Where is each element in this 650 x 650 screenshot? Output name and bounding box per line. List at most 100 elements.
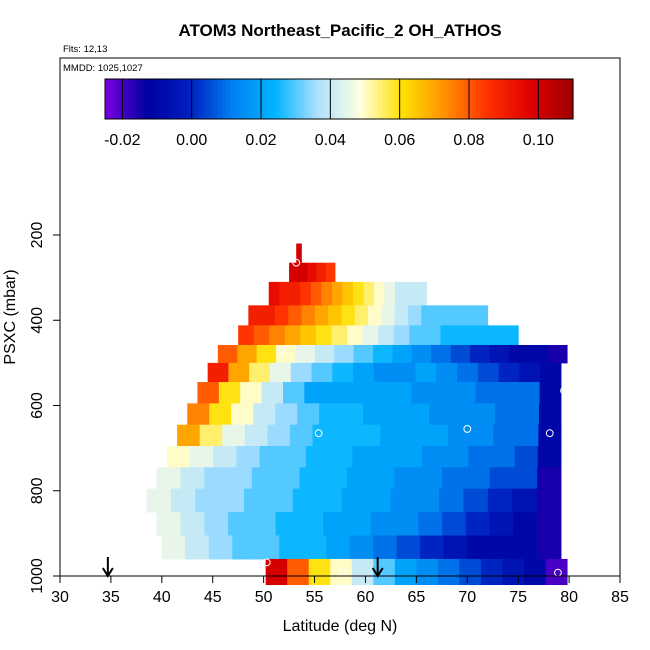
colorbar-swatch <box>194 79 200 119</box>
heatmap-cell <box>353 362 375 383</box>
heatmap-cell <box>326 535 351 560</box>
heatmap-cell <box>477 362 500 383</box>
heatmap-cell <box>346 512 372 536</box>
heatmap-cell <box>418 512 443 536</box>
heatmap-cell <box>547 344 568 364</box>
colorbar-swatch <box>541 79 547 119</box>
heatmap-cell <box>251 512 277 536</box>
colorbar-swatch <box>534 79 539 119</box>
heatmap-cell <box>465 467 491 490</box>
y-tick-label: 1000 <box>29 558 46 594</box>
colorbar-swatch <box>518 79 523 119</box>
sample-point <box>262 558 271 567</box>
heatmap-cell <box>289 262 299 283</box>
heatmap-cell <box>463 488 489 513</box>
heatmap-cell <box>269 362 292 383</box>
heatmap-cell <box>390 488 416 513</box>
heatmap-cell <box>357 424 381 447</box>
heatmap-cell <box>539 382 562 404</box>
heatmap-cell <box>317 488 343 513</box>
heatmap-cell <box>330 558 353 586</box>
colorbar-swatch <box>565 79 570 119</box>
heatmap-cell <box>537 535 562 560</box>
heatmap-cell <box>434 305 449 326</box>
heatmap-cell <box>228 467 253 490</box>
colorbar-swatch <box>179 79 184 119</box>
heatmap-cell <box>275 512 300 536</box>
heatmap-cell <box>362 325 379 346</box>
heatmap-cell <box>207 362 229 383</box>
heatmap-cell <box>331 325 348 346</box>
heatmap-cell <box>394 305 409 326</box>
heatmap-cell <box>447 305 462 326</box>
heatmap-cell <box>415 362 437 383</box>
heatmap-cell <box>394 467 419 490</box>
colorbar-swatch <box>537 79 543 119</box>
heatmap-cell <box>218 382 241 404</box>
heatmap-cell <box>316 262 327 283</box>
heatmap-cell <box>432 382 455 404</box>
heatmap-cell <box>354 305 369 326</box>
heatmap-cell <box>300 325 317 346</box>
heatmap-cell <box>373 535 398 560</box>
heatmap-cell <box>304 382 327 404</box>
heatmap-cell <box>454 382 476 404</box>
heatmap-cell <box>208 535 233 560</box>
sample-point <box>292 258 301 267</box>
colorbar-swatch <box>159 79 165 119</box>
heatmap-cell <box>156 512 182 536</box>
heatmap-cell <box>421 305 435 326</box>
heatmap-cell <box>536 488 562 513</box>
heatmap-cell <box>251 467 277 490</box>
colorbar-swatch <box>171 79 176 119</box>
y-tick-label: 600 <box>29 392 46 419</box>
colorbar-swatch <box>483 79 488 119</box>
heatmap-cell <box>268 488 294 513</box>
colorbar-swatch <box>151 79 157 119</box>
colorbar-swatch <box>385 79 391 119</box>
heatmap-cell <box>261 305 276 326</box>
colorbar-swatch <box>206 79 211 119</box>
colorbar-swatch <box>452 79 457 119</box>
heatmap-cell <box>300 281 312 306</box>
heatmap-cell <box>347 382 370 404</box>
colorbar-swatch <box>272 79 278 119</box>
heatmap-cell <box>297 403 320 426</box>
heatmap-cell <box>471 325 488 346</box>
x-tick-label: 50 <box>255 589 273 606</box>
heatmap-cell <box>319 403 342 426</box>
heatmap-cell <box>439 488 464 513</box>
heatmap-cell <box>255 535 280 560</box>
colorbar-swatch <box>413 79 418 119</box>
heatmap-cell <box>450 344 471 364</box>
colorbar-tick-label: 0.02 <box>245 132 276 149</box>
colorbar-swatch <box>362 79 367 119</box>
heatmap-cell <box>538 403 562 426</box>
colorbar-swatch <box>370 79 375 119</box>
colorbar-swatch <box>553 79 558 119</box>
heatmap-cell <box>332 362 354 383</box>
colorbar-swatch <box>514 79 519 119</box>
colorbar-swatch <box>288 79 293 119</box>
heatmap-cell <box>414 488 440 513</box>
colorbar-swatch <box>374 79 379 119</box>
heatmap-cell <box>392 344 413 364</box>
colorbar-swatch <box>303 79 309 119</box>
latitude-arrow <box>102 557 114 578</box>
heatmap-cell <box>380 424 404 447</box>
colorbar-swatch <box>315 79 321 119</box>
colorbar-swatch <box>448 79 453 119</box>
colorbar-tick-label: 0.10 <box>523 132 554 149</box>
colorbar-swatch <box>420 79 426 119</box>
x-tick-label: 60 <box>357 589 375 606</box>
heatmap-cell <box>473 403 496 426</box>
heatmap-cell <box>353 344 374 364</box>
heatmap-cell <box>373 362 396 383</box>
colorbar-swatch <box>136 79 141 119</box>
x-tick-label: 45 <box>204 589 222 606</box>
heatmap-cell <box>299 467 324 490</box>
colorbar-swatch <box>237 79 243 119</box>
heatmap-cell <box>487 325 504 346</box>
heatmap-cell <box>279 281 291 306</box>
heatmap-cell <box>373 558 396 586</box>
